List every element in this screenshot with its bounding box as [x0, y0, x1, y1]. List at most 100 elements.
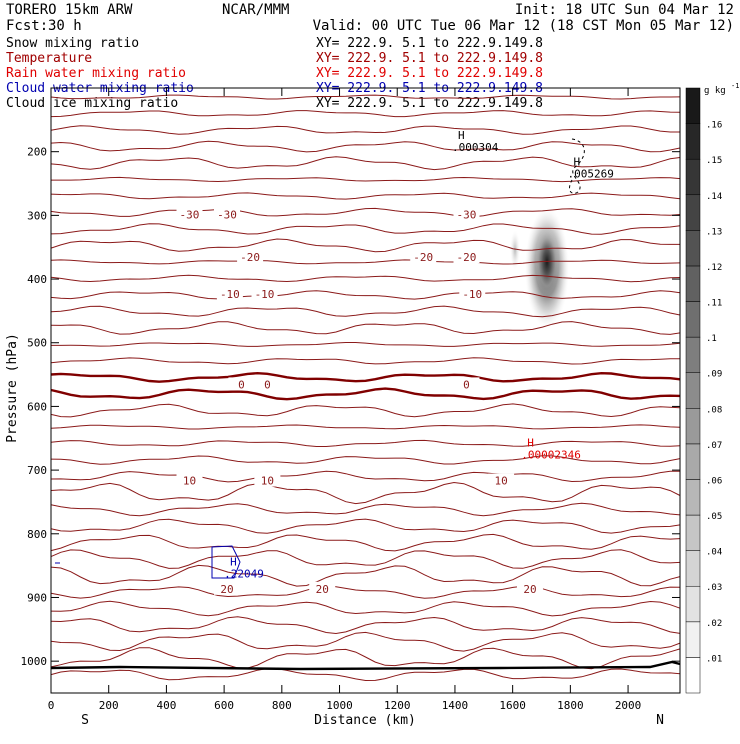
- isotherm-line: [50, 518, 681, 534]
- field-xy-rain: XY= 222.9. 5.1 to 222.9.149.8: [316, 66, 543, 81]
- cloud-ice-contour: [569, 138, 585, 194]
- label-background: [214, 207, 241, 221]
- colorbar-swatch: [685, 230, 701, 267]
- label-background: [251, 286, 278, 300]
- isotherm-line: [50, 424, 681, 430]
- label-background: [228, 377, 255, 391]
- colorbar-tick-label: .15: [706, 156, 722, 166]
- field-name-cloud-ice: Cloud ice mixing ratio: [6, 96, 178, 111]
- colorbar-swatch: [685, 621, 701, 658]
- colorbar-swatch: [685, 87, 701, 124]
- colorbar-unit: g kg: [704, 86, 726, 96]
- colorbar-swatch: [685, 301, 701, 338]
- colorbar: g kg -1 .01 .02 .03 .04 .05 .06 .07 .08 .09 .1 .11…: [685, 82, 739, 694]
- isotherm-line: [50, 387, 681, 401]
- maximum-marker: H: [527, 437, 534, 450]
- colorbar-swatch: [685, 514, 701, 551]
- label-background: [176, 207, 203, 221]
- temperature-label: -10: [255, 288, 275, 301]
- valid-time: Valid: 00 UTC Tue 06 Mar 12 (18 CST Mon …: [313, 18, 734, 34]
- colorbar-swatch: [685, 550, 701, 587]
- axes: 0 200 400 600 800 1000 1200 1400 1600 1800 2000200…: [21, 88, 680, 712]
- forecast-label: Fcst:: [6, 18, 48, 34]
- y-tick-label: 700: [27, 464, 47, 477]
- isotherm-line: [50, 94, 681, 100]
- y-tick-label: 500: [27, 337, 47, 350]
- x-tick-label: 1800: [557, 699, 584, 712]
- colorbar-tick-label: .04: [706, 548, 722, 558]
- field-name-rain: Rain water mixing ratio: [6, 66, 186, 81]
- label-background: [216, 286, 243, 300]
- maximum-marker: H: [573, 156, 580, 169]
- cloud-ice-shade-minor: [510, 230, 520, 270]
- isotherm-line: [50, 207, 681, 218]
- label-background: [488, 473, 515, 487]
- isotherm-line: [50, 223, 681, 235]
- temperature-label: -20: [413, 251, 433, 264]
- label-background: [254, 473, 281, 487]
- colorbar-swatch: [685, 372, 701, 409]
- temperature-label: 10: [494, 475, 507, 488]
- maximum-value: .000304: [452, 141, 499, 154]
- maximum-value: .22049: [224, 568, 264, 581]
- y-tick-label: 600: [27, 400, 47, 413]
- isotherm-line: [50, 110, 681, 118]
- temperature-label: -20: [240, 251, 260, 264]
- temperature-label: 0: [463, 378, 470, 391]
- x-tick-label: 800: [272, 699, 292, 712]
- field-xy-temperature: XY= 222.9. 5.1 to 222.9.149.8: [316, 51, 543, 66]
- temperature-label: -30: [180, 208, 200, 221]
- isotherm-line: [50, 502, 681, 517]
- isotherm-line: [50, 564, 681, 587]
- isotherm-line: [50, 192, 681, 200]
- x-tick-label: 2000: [615, 699, 642, 712]
- isotherm-line: [50, 533, 681, 552]
- colorbar-tick-label: .01: [706, 654, 722, 664]
- isotherm-line: [50, 470, 681, 483]
- colorbar-tick-label: .12: [706, 263, 722, 273]
- temperature-label: 0: [238, 378, 245, 391]
- colorbar-tick-label: .13: [706, 227, 722, 237]
- label-background: [410, 250, 437, 264]
- isotherm-line: [50, 585, 681, 599]
- colorbar-tick-label: .03: [706, 583, 722, 593]
- x-tick-label: 1000: [326, 699, 353, 712]
- maximum-marker: H: [230, 556, 237, 569]
- colorbar-tick-label: .06: [706, 476, 722, 486]
- temperature-label: -30: [217, 208, 237, 221]
- colorbar-swatch: [685, 443, 701, 480]
- isotherm-line: [50, 455, 681, 465]
- y-tick-label: 1000: [21, 655, 48, 668]
- isotherm-line: [50, 600, 681, 617]
- colorbar-tick-label: .02: [706, 619, 722, 629]
- isotherm-line: [50, 667, 681, 682]
- label-background: [237, 250, 264, 264]
- colorbar-tick-label: .16: [706, 121, 722, 131]
- isotherm-line: [50, 125, 680, 135]
- x-tick-label: 1600: [499, 699, 526, 712]
- colorbar-swatch: [685, 265, 701, 302]
- x-axis-north-label: N: [656, 713, 664, 728]
- temperature-label: 20: [523, 583, 536, 596]
- isotherm-line: [50, 259, 681, 265]
- colorbar-swatch: [685, 479, 701, 516]
- temperature-contour-labels: -30 -30 -30 -20 -20 -20 -10 -10 -10 0 0 0 10 10 10 20 20…: [176, 207, 543, 596]
- colorbar-tick-label: .07: [706, 441, 722, 451]
- label-background: [254, 377, 281, 391]
- isotherm-line: [50, 140, 681, 153]
- field-list: Snow mixing ratio XY= 222.9. 5.1 to 222.…: [6, 36, 543, 111]
- model-title: TORERO 15km ARW: [6, 2, 133, 18]
- field-xy-snow: XY= 222.9. 5.1 to 222.9.149.8: [316, 36, 543, 51]
- forecast-hours: 30 h: [48, 18, 82, 34]
- colorbar-swatch: [685, 657, 701, 694]
- isotherm-line: [50, 238, 680, 253]
- isotherm-line: [50, 616, 681, 635]
- label-background: [459, 286, 486, 300]
- isotherm-line: [51, 176, 681, 183]
- colorbar-swatch: [685, 194, 701, 231]
- colorbar-tick-label: .08: [706, 405, 722, 415]
- temperature-label: 10: [261, 475, 274, 488]
- field-name-snow: Snow mixing ratio: [6, 36, 139, 51]
- temperature-label: -20: [457, 251, 477, 264]
